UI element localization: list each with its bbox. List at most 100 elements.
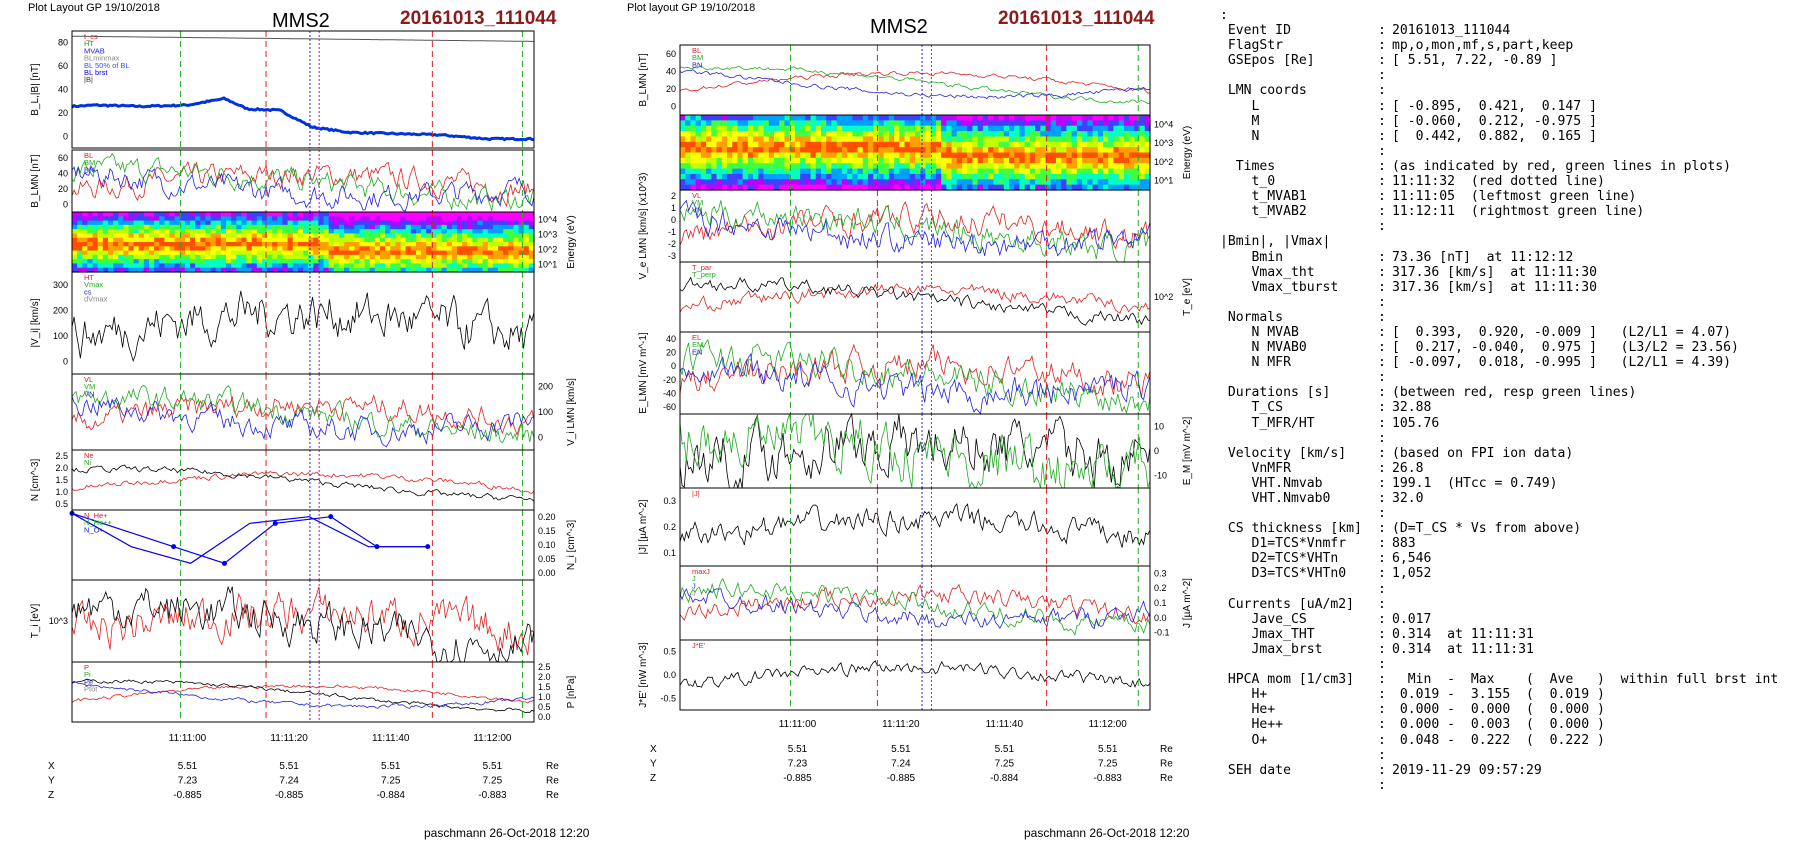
spectrogram-cell	[680, 163, 686, 170]
spectrogram-cell	[200, 216, 207, 222]
y-axis-label: J [µA m^-2]	[1182, 578, 1193, 628]
spectrogram-cell	[810, 120, 817, 127]
spectrogram-cell	[1050, 141, 1057, 148]
spectrogram-cell	[503, 250, 509, 256]
spectrogram-cell	[97, 237, 104, 243]
spectrogram-cell	[1144, 173, 1151, 180]
spectrogram-cell	[184, 229, 191, 235]
spectrogram-cell	[894, 115, 900, 121]
spectrogram-cell	[706, 184, 712, 191]
spectrogram-cell	[462, 250, 468, 256]
spectrogram-cell	[763, 157, 770, 164]
spectrogram-cell	[868, 120, 874, 127]
ephem-value: -0.884	[377, 790, 406, 800]
spectrogram-cell	[1009, 184, 1015, 191]
spectrogram-cell	[410, 220, 417, 226]
spectrogram-cell	[241, 233, 248, 239]
spectrogram-cell	[405, 224, 412, 230]
spectrogram-cell	[174, 237, 181, 243]
spectrogram-cell	[374, 242, 381, 247]
spectrogram-cell	[956, 179, 963, 186]
spectrogram-cell	[472, 254, 479, 260]
spectrogram-cell	[82, 250, 88, 256]
y-tick-label: 10^3	[538, 230, 557, 240]
spectrogram-cell	[498, 242, 504, 247]
spectrogram-cell	[1071, 147, 1078, 154]
spectrogram-cell	[826, 157, 833, 164]
spectrogram-cell	[446, 263, 453, 269]
spectrogram-cell	[508, 224, 515, 230]
spectrogram-cell	[102, 254, 109, 260]
y-axis-label: |V_i| [km/s]	[30, 298, 41, 347]
spectrogram-cell	[794, 115, 801, 121]
info-value: 32.0	[1392, 491, 1424, 506]
spectrogram-cell	[909, 163, 916, 170]
spectrogram-cell	[810, 131, 817, 138]
spectrogram-cell	[993, 131, 1000, 138]
spectrogram-cell	[528, 250, 535, 256]
spectrogram-cell	[1123, 168, 1130, 175]
spectrogram-cell	[400, 220, 407, 226]
spectrogram-cell	[1045, 147, 1052, 154]
spectrogram-cell	[431, 233, 438, 239]
spectrogram-cell	[1118, 136, 1125, 143]
spectrogram-cell	[915, 136, 921, 143]
y-tick-label: 1	[671, 203, 676, 213]
left-spacecraft-title: MMS2	[272, 10, 330, 32]
spectrogram-cell	[462, 220, 468, 226]
spectrogram-cell	[1035, 136, 1041, 143]
spectrogram-cell	[210, 246, 217, 252]
spectrogram-cell	[513, 224, 520, 230]
spectrogram-cell	[436, 212, 443, 217]
spectrogram-cell	[133, 267, 140, 273]
spectrogram-cell	[868, 131, 874, 138]
spectrogram-cell	[118, 254, 124, 260]
spectrogram-cell	[706, 115, 712, 121]
spectrogram-cell	[174, 212, 181, 217]
spectrogram-cell	[883, 163, 890, 170]
spectrogram-cell	[508, 263, 515, 269]
info-value: (between red, resp green lines)	[1392, 385, 1637, 401]
spectrogram-cell	[690, 136, 697, 143]
spectrogram-cell	[763, 163, 770, 170]
info-key: N MFR	[1220, 355, 1291, 371]
spectrogram-cell	[873, 141, 880, 148]
spectrogram-cell	[313, 229, 319, 235]
spectrogram-cell	[993, 179, 1000, 186]
spectrogram-cell	[318, 229, 325, 235]
spectrogram-cell	[815, 152, 822, 159]
spectrogram-cell	[1144, 115, 1151, 121]
info-value: 26.8	[1392, 460, 1424, 476]
spectrogram-cell	[477, 220, 484, 226]
spectrogram-cell	[87, 212, 94, 217]
spectrogram-cell	[256, 250, 263, 256]
spectrogram-cell	[431, 250, 438, 256]
spectrogram-cell	[87, 224, 94, 230]
spectrogram-cell	[700, 157, 707, 164]
spectrogram-cell	[318, 259, 325, 265]
spectrogram-cell	[857, 136, 864, 143]
spectrogram-cell	[1108, 184, 1115, 191]
series-line	[71, 681, 535, 709]
spectrogram-cell	[528, 263, 535, 269]
spectrogram-cell	[313, 254, 319, 260]
spectrogram-cell	[1082, 141, 1088, 148]
spectrogram-cell	[354, 220, 361, 226]
spectrogram-cell	[184, 233, 191, 239]
spectrogram-cell	[998, 168, 1005, 175]
spectrogram-cell	[287, 237, 294, 243]
spectrogram-cell	[492, 216, 499, 222]
spectrogram-cell	[805, 131, 812, 138]
spectrogram-cell	[410, 250, 417, 256]
spectrogram-cell	[1050, 147, 1057, 154]
spectrogram-cell	[277, 259, 284, 265]
spectrogram-cell	[472, 259, 479, 265]
spectrogram-cell	[113, 246, 119, 252]
y-tick-label: 20	[666, 84, 676, 94]
y-tick-label: 0.5	[538, 702, 551, 712]
spectrogram-cell	[1129, 125, 1135, 132]
spectrogram-cell	[297, 246, 304, 252]
spectrogram-cell	[1050, 163, 1057, 170]
spectrogram-cell	[1056, 120, 1062, 127]
spectrogram-cell	[821, 163, 827, 170]
